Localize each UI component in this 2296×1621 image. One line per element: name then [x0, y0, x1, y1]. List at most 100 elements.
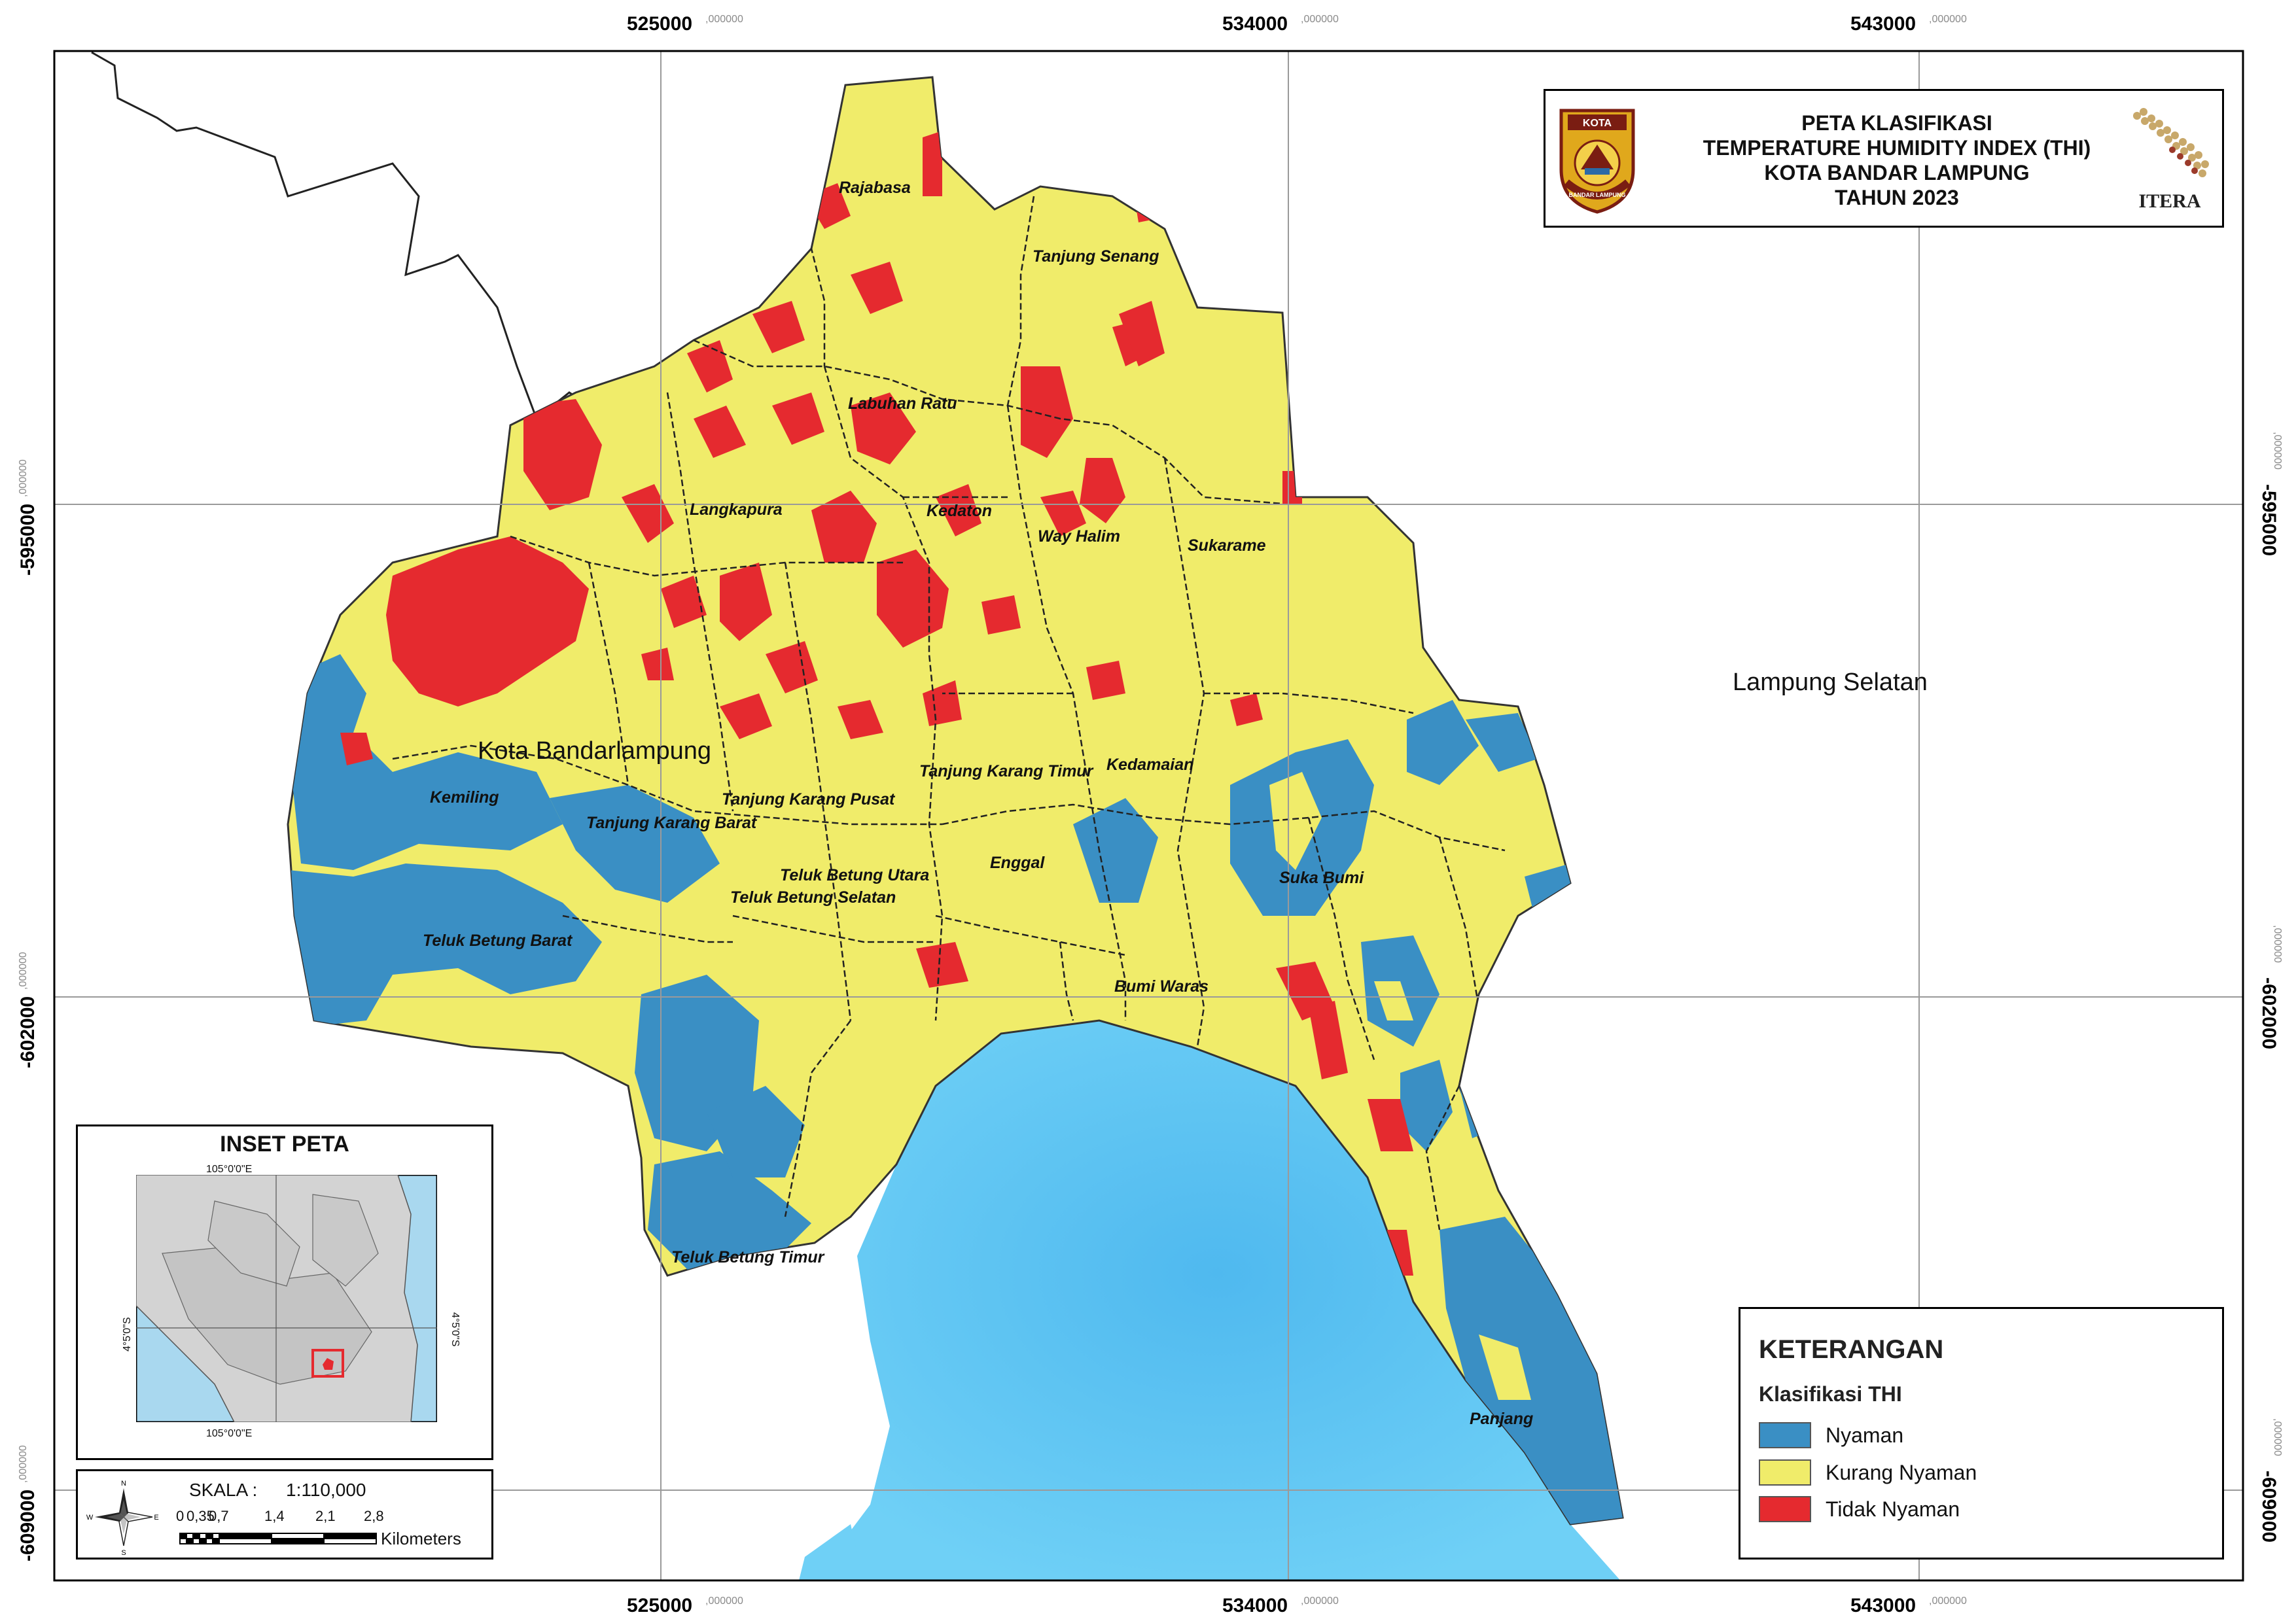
label-tanjung-karang-pusat: Tanjung Karang Pusat — [722, 790, 896, 809]
label-labuhan-ratu: Labuhan Ratu — [848, 394, 957, 413]
legend-label: Nyaman — [1826, 1423, 1904, 1447]
scale-tick-0: 0 — [176, 1508, 184, 1524]
legend-swatch-tidak-nyaman — [1759, 1496, 1811, 1522]
label-tanjung-karang-barat: Tanjung Karang Barat — [586, 814, 758, 832]
svg-text:543000: 543000 — [1850, 13, 1916, 35]
map-title: PETA KLASIFIKASI TEMPERATURE HUMIDITY IN… — [1689, 111, 2104, 210]
label-way-halim: Way Halim — [1038, 527, 1120, 546]
label-kedamaian: Kedamaian — [1106, 756, 1193, 774]
svg-text:N: N — [121, 1480, 126, 1488]
scale-graphic: N S E W SKALA : 1:110,000 0 0,35 0,7 1,4… — [86, 1480, 461, 1557]
label-sukarame: Sukarame — [1188, 536, 1266, 555]
svg-text:-602000: -602000 — [17, 996, 39, 1068]
label-langkapura: Langkapura — [690, 500, 783, 519]
svg-text:,000000: ,000000 — [705, 1595, 743, 1607]
scale-box: N S E W SKALA : 1:110,000 0 0,35 0,7 1,4… — [76, 1469, 493, 1560]
title-line-2: TEMPERATURE HUMIDITY INDEX (THI) — [1703, 136, 2091, 160]
district-labels: Rajabasa Tanjung Senang Labuhan Ratu Lan… — [423, 179, 1928, 1428]
svg-text:534000: 534000 — [1222, 13, 1288, 35]
label-kota-bandarlampung: Kota Bandarlampung — [478, 737, 711, 765]
label-bumi-waras: Bumi Waras — [1114, 977, 1209, 996]
inset-map: 105°0'0"E 105°0'0"E — [136, 1175, 437, 1422]
svg-text:525000: 525000 — [627, 1595, 692, 1616]
legend-label: Tidak Nyaman — [1826, 1497, 1960, 1521]
svg-text:525000: 525000 — [627, 13, 692, 35]
svg-text:ITERA: ITERA — [2138, 190, 2200, 212]
scale-tick-2: 0,7 — [209, 1508, 229, 1524]
label-kedaton: Kedaton — [927, 502, 992, 520]
svg-text:,000000: ,000000 — [1929, 1595, 1967, 1607]
scale-tick-4: 2,1 — [315, 1508, 336, 1524]
inset-title: INSET PETA — [220, 1132, 349, 1157]
svg-text:105°0'0"E: 105°0'0"E — [206, 1164, 252, 1175]
scale-bar — [179, 1533, 377, 1544]
scale-unit: Kilometers — [381, 1529, 461, 1548]
tidak-nyaman-zones — [340, 131, 1413, 1276]
svg-text:543000: 543000 — [1850, 1595, 1916, 1616]
scale-tick-1: 0,35 — [186, 1508, 215, 1524]
map-frame-border — [53, 50, 2244, 1582]
svg-text:-609000: -609000 — [17, 1490, 39, 1561]
legend-subtitle: Klasifikasi THI — [1759, 1382, 1902, 1406]
svg-text:,000000: ,000000 — [1301, 1595, 1339, 1607]
label-tanjung-karang-timur: Tanjung Karang Timur — [919, 762, 1094, 780]
svg-text:4°5'0"S: 4°5'0"S — [122, 1317, 133, 1352]
label-teluk-betung-utara: Teluk Betung Utara — [780, 866, 929, 884]
district-boundaries — [392, 196, 1506, 1230]
city-emblem-logo: KOTA BANDAR LAMPUNG — [1559, 109, 1635, 214]
legend-box: KETERANGAN Klasifikasi THI Nyaman Kurang… — [1739, 1307, 2224, 1560]
nyaman-zones — [288, 654, 1623, 1524]
svg-text:105°0'0"E: 105°0'0"E — [206, 1428, 252, 1439]
regency-boundary — [91, 51, 590, 421]
title-line-3: KOTA BANDAR LAMPUNG — [1764, 161, 2030, 184]
svg-text:KOTA: KOTA — [1583, 118, 1612, 129]
label-suka-bumi: Suka Bumi — [1279, 869, 1364, 887]
scale-tick-5: 2,8 — [364, 1508, 384, 1524]
north-arrow-icon: N S E W — [86, 1480, 159, 1557]
label-tanjung-senang: Tanjung Senang — [1033, 247, 1159, 266]
title-line-4: TAHUN 2023 — [1835, 186, 1959, 209]
svg-text:,000000: ,000000 — [2272, 432, 2283, 470]
label-teluk-betung-selatan: Teluk Betung Selatan — [730, 888, 896, 907]
sea-area — [813, 1020, 1621, 1580]
legend-swatch-nyaman — [1759, 1422, 1811, 1448]
legend-item-kurang-nyaman: Kurang Nyaman — [1759, 1457, 1977, 1488]
label-panjang: Panjang — [1470, 1410, 1533, 1428]
title-line-1: PETA KLASIFIKASI — [1801, 111, 1992, 135]
svg-text:W: W — [86, 1514, 94, 1522]
legend-swatch-kurang-nyaman — [1759, 1459, 1811, 1486]
scale-tick-3: 1,4 — [264, 1508, 285, 1524]
svg-text:,000000: ,000000 — [2272, 925, 2283, 963]
legend-item-tidak-nyaman: Tidak Nyaman — [1759, 1494, 1960, 1524]
scale-label: SKALA : — [189, 1480, 257, 1500]
label-teluk-betung-timur: Teluk Betung Timur — [671, 1248, 825, 1266]
svg-text:-595000: -595000 — [17, 504, 39, 576]
coord-labels: 525000 ,000000 534000 ,000000 543000 ,00… — [17, 13, 2283, 1616]
svg-text:-595000: -595000 — [2258, 484, 2280, 556]
legend-item-nyaman: Nyaman — [1759, 1420, 1903, 1450]
label-lampung-selatan: Lampung Selatan — [1733, 669, 1928, 696]
svg-text:-609000: -609000 — [2258, 1471, 2280, 1543]
label-teluk-betung-barat: Teluk Betung Barat — [423, 932, 573, 950]
svg-text:,000000: ,000000 — [18, 1445, 29, 1483]
svg-text:E: E — [154, 1514, 158, 1522]
sea-bottom — [799, 1524, 864, 1580]
title-box: KOTA BANDAR LAMPUNG PETA KLASIFIKASI TEM… — [1544, 89, 2224, 228]
legend-label: Kurang Nyaman — [1826, 1460, 1977, 1484]
svg-text:,000000: ,000000 — [1301, 14, 1339, 25]
svg-text:S: S — [121, 1549, 126, 1557]
label-enggal: Enggal — [990, 854, 1045, 872]
svg-text:-602000: -602000 — [2258, 977, 2280, 1049]
label-kemiling: Kemiling — [430, 788, 499, 807]
scale-ratio: 1:110,000 — [286, 1480, 366, 1500]
itera-logo: ITERA — [2133, 108, 2209, 212]
inset-map-box: INSET PETA 105°0'0"E 105°0'0"E 105°0'0"E… — [76, 1124, 493, 1460]
svg-text:,000000: ,000000 — [18, 952, 29, 990]
svg-text:,000000: ,000000 — [705, 14, 743, 25]
label-rajabasa: Rajabasa — [839, 179, 911, 197]
svg-text:BANDAR LAMPUNG: BANDAR LAMPUNG — [1569, 192, 1626, 198]
svg-text:,000000: ,000000 — [18, 459, 29, 497]
legend-title: KETERANGAN — [1759, 1335, 1944, 1364]
svg-text:,000000: ,000000 — [1929, 14, 1967, 25]
svg-text:534000: 534000 — [1222, 1595, 1288, 1616]
